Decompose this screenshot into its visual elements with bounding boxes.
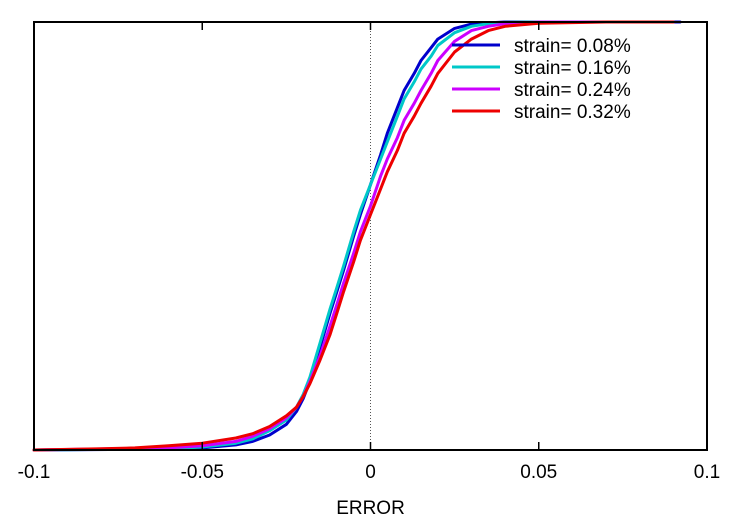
legend-label-1: strain= 0.08% [514, 36, 631, 57]
x-tick-label: -0.05 [181, 462, 224, 483]
legend-label-4: strain= 0.32% [514, 102, 631, 123]
x-tick-label: 0.1 [694, 462, 720, 483]
x-tick-label: -0.1 [18, 462, 51, 483]
x-tick-label: 0 [365, 462, 376, 483]
x-axis-ticks: -0.1 -0.05 0 0.05 0.1 [18, 22, 720, 483]
x-tick-label: 0.05 [520, 462, 557, 483]
series-line-3 [32, 20, 675, 452]
legend-label-3: strain= 0.24% [514, 80, 631, 101]
x-axis-title: ERROR [336, 498, 405, 519]
series-line-2 [32, 20, 675, 452]
legend: strain= 0.08%strain= 0.16%strain= 0.24%s… [452, 36, 631, 123]
legend-label-2: strain= 0.16% [514, 58, 631, 79]
